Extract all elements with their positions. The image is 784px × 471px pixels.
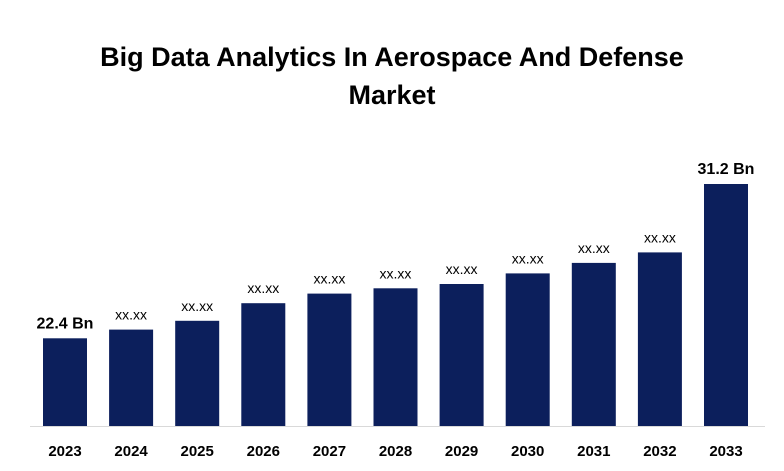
x-tick-label-2029: 2029 xyxy=(445,443,478,460)
chart-title: Big Data Analytics In Aerospace And Defe… xyxy=(0,38,784,114)
x-tick-label-2024: 2024 xyxy=(114,443,148,460)
bar-2025 xyxy=(175,320,220,426)
bar-2027 xyxy=(307,293,352,426)
x-tick-label-2030: 2030 xyxy=(511,443,544,460)
data-label-2023: 22.4 Bn xyxy=(37,315,94,332)
bar-2028 xyxy=(373,288,418,426)
bar-2032 xyxy=(637,252,682,426)
chart-title-line-2: Market xyxy=(348,80,436,110)
data-label-2033: 31.2 Bn xyxy=(698,161,755,178)
chart-title-line-1: Big Data Analytics In Aerospace And Defe… xyxy=(100,42,684,72)
x-tick-label-2033: 2033 xyxy=(709,443,742,460)
data-label-2032: xx.xx xyxy=(644,229,676,245)
data-label-2026: xx.xx xyxy=(247,280,279,296)
x-tick-label-2027: 2027 xyxy=(313,443,346,460)
x-tick-label-2026: 2026 xyxy=(247,443,280,460)
bar-2033 xyxy=(704,184,748,426)
data-label-2027: xx.xx xyxy=(313,271,345,287)
x-tick-label-2028: 2028 xyxy=(379,443,412,460)
x-tick-label-2031: 2031 xyxy=(577,443,610,460)
bar-2031 xyxy=(571,262,616,426)
data-label-2028: xx.xx xyxy=(380,265,412,281)
x-tick-label-2023: 2023 xyxy=(48,443,81,460)
bar-2026 xyxy=(241,303,286,426)
bar-2030 xyxy=(505,273,550,426)
bar-2024 xyxy=(109,329,154,426)
data-label-2025: xx.xx xyxy=(181,298,213,314)
data-label-2031: xx.xx xyxy=(578,240,610,256)
bar-2023 xyxy=(43,338,87,426)
x-tick-label-2032: 2032 xyxy=(643,443,676,460)
data-label-2024: xx.xx xyxy=(115,307,147,323)
data-label-2030: xx.xx xyxy=(512,250,544,266)
bar-2029 xyxy=(439,284,484,426)
x-tick-label-2025: 2025 xyxy=(181,443,214,460)
data-label-2029: xx.xx xyxy=(446,261,478,277)
